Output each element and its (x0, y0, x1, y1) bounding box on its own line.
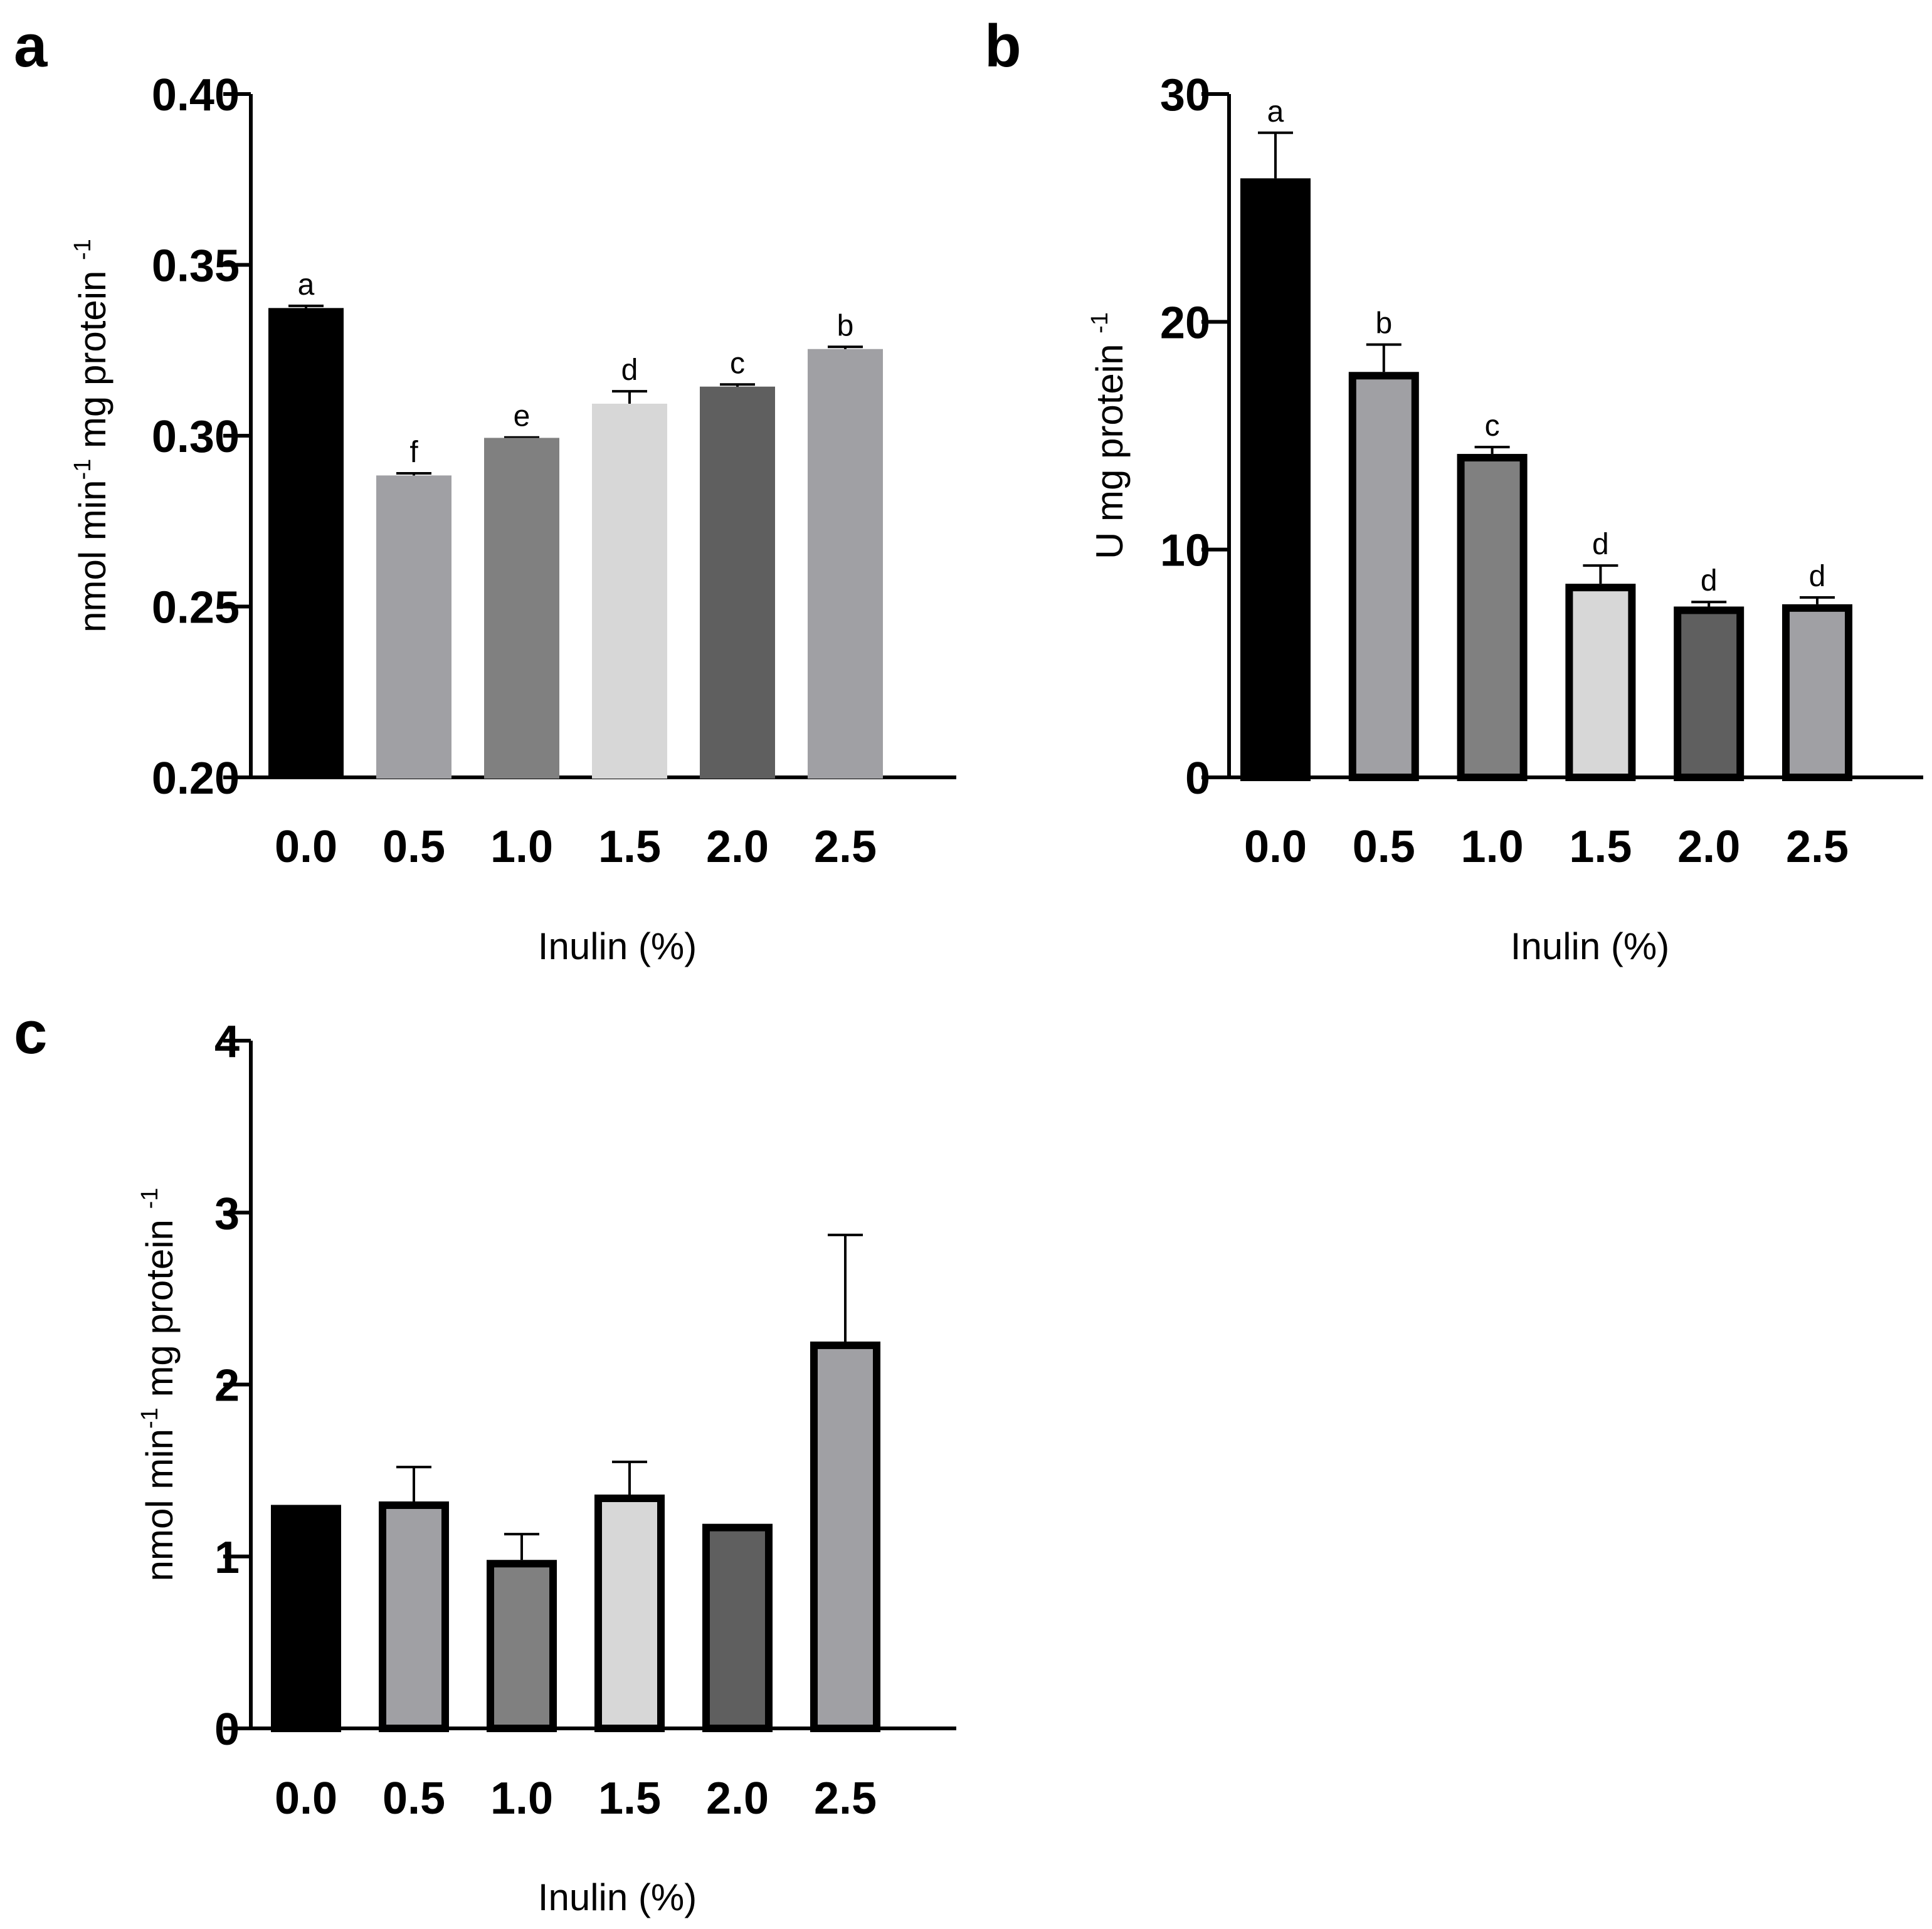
significance-label: e (514, 400, 531, 433)
bar (1565, 584, 1636, 782)
y-tick-label: 20 (1160, 298, 1210, 348)
y-axis-title-part: nmol min (71, 480, 113, 633)
significance-label: d (1809, 560, 1826, 593)
significance-label: d (621, 354, 638, 387)
y-tick-label: 2 (214, 1361, 240, 1411)
y-tick-label: 10 (1160, 526, 1210, 576)
x-tick-label: 0.0 (275, 1774, 337, 1824)
y-axis-title: nmol min-1 mg protein -1 (137, 1188, 181, 1582)
x-tick-label: 1.0 (490, 1774, 553, 1824)
x-tick-label: 1.0 (1461, 822, 1524, 872)
y-tick-label: 1 (214, 1533, 240, 1583)
chart-panel-a: a 0.20 0.25 0.30 0.35 0.40 0.0 a 0.5 f 1.0 e 1.5 d 2.0… (14, 13, 956, 967)
y-tick-label: 3 (214, 1189, 240, 1239)
y-tick-label: 0.20 (152, 754, 240, 804)
y-tick-label: 0 (214, 1705, 240, 1755)
y-axis-title-superscript: -1 (137, 1188, 163, 1209)
x-tick-label: 2.0 (706, 822, 769, 872)
bar (594, 1495, 665, 1733)
x-tick-label: 2.5 (814, 1774, 877, 1824)
x-tick-label: 2.0 (1677, 822, 1740, 872)
significance-label: b (1375, 307, 1392, 340)
y-axis-title-part: nmol min (139, 1429, 181, 1581)
y-tick-label: 4 (214, 1017, 240, 1067)
bar (808, 349, 883, 779)
y-tick-label: 0.40 (152, 70, 240, 120)
bar (592, 403, 667, 779)
bar (1457, 454, 1528, 781)
bar (271, 1505, 341, 1733)
y-tick-label: 0.25 (152, 583, 240, 633)
y-axis-title-superscript: -1 (70, 459, 96, 480)
x-tick-label: 1.5 (1569, 822, 1632, 872)
x-tick-label: 1.0 (490, 822, 553, 872)
x-tick-label: 0.5 (383, 822, 445, 872)
y-axis-title-part: mg protein (139, 1209, 181, 1407)
bar (379, 1501, 449, 1732)
y-axis-title-superscript: -1 (1087, 312, 1113, 334)
bar (376, 475, 451, 779)
y-axis-title-part: U mg protein (1089, 334, 1131, 559)
x-tick-label: 0.0 (1244, 822, 1307, 872)
bar (702, 1523, 773, 1733)
x-tick-label: 1.5 (598, 1774, 661, 1824)
y-tick-label: 30 (1160, 70, 1210, 120)
bar (1348, 372, 1419, 781)
y-axis-title-superscript: -1 (70, 239, 96, 260)
bar (1782, 604, 1852, 781)
x-tick-label: 0.5 (1353, 822, 1415, 872)
significance-label: b (837, 309, 854, 342)
y-tick-label: 0.35 (152, 241, 240, 292)
significance-label: f (409, 436, 418, 469)
panel-label: a (14, 13, 48, 80)
y-axis-title: nmol min-1 mg protein -1 (70, 239, 113, 633)
panel-label: c (14, 999, 47, 1066)
bar (1240, 178, 1311, 781)
x-tick-label: 2.5 (814, 822, 877, 872)
bar (700, 386, 775, 779)
x-tick-label: 0.0 (275, 822, 337, 872)
panel-label: b (984, 13, 1021, 80)
x-tick-label: 2.0 (706, 1774, 769, 1824)
bar (1674, 606, 1745, 781)
bar (484, 438, 559, 779)
y-axis-title-part: mg protein (71, 260, 113, 459)
y-tick-label: 0.30 (152, 412, 240, 462)
x-tick-label: 2.5 (1786, 822, 1849, 872)
bar (810, 1341, 880, 1732)
significance-label: a (298, 268, 315, 302)
y-axis-title-superscript: -1 (137, 1407, 163, 1429)
significance-label: c (730, 347, 745, 380)
bar (487, 1560, 557, 1733)
significance-label: d (1701, 564, 1718, 597)
y-axis-title: U mg protein -1 (1087, 312, 1131, 559)
x-axis-title: Inulin (%) (538, 1876, 697, 1918)
bar (268, 308, 344, 779)
significance-label: c (1485, 409, 1500, 443)
chart-panel-b: b 0 10 20 30 0.0 a 0.5 b 1.0 c 1.5 d 2.0 d 2.5 d U mg pro… (984, 13, 1923, 967)
x-tick-label: 1.5 (598, 822, 661, 872)
x-axis-title: Inulin (%) (538, 925, 697, 967)
significance-label: d (1592, 528, 1609, 561)
x-axis-title: Inulin (%) (1511, 925, 1669, 967)
significance-label: a (1267, 95, 1284, 129)
x-tick-label: 0.5 (383, 1774, 445, 1824)
y-tick-label: 0 (1185, 754, 1210, 804)
